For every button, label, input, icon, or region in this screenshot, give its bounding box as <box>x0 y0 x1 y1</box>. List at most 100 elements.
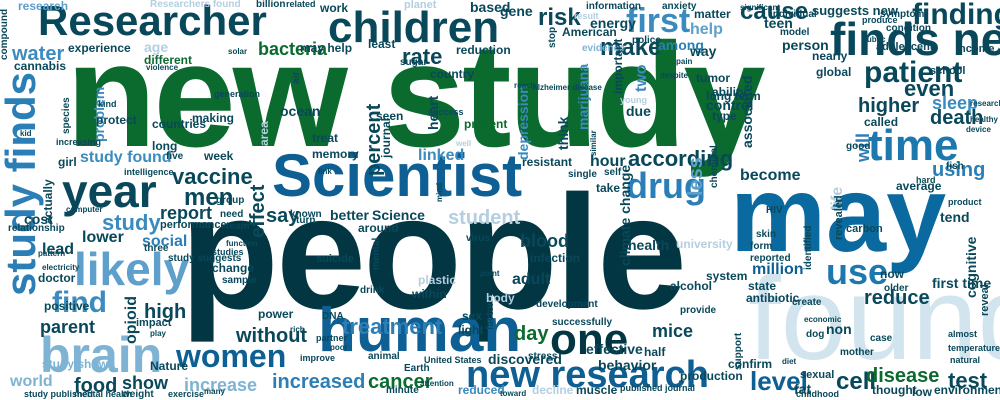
word: similar <box>589 130 598 156</box>
word: report <box>160 203 213 223</box>
word: mind <box>435 182 444 202</box>
word: decline <box>532 383 574 397</box>
word: fat <box>794 381 812 397</box>
word: system <box>706 269 748 283</box>
word: known <box>290 209 322 220</box>
word: experience <box>68 41 131 55</box>
word: income <box>956 43 995 55</box>
word: nearly <box>812 49 848 63</box>
word: actually <box>41 179 55 224</box>
word: found <box>748 253 1000 385</box>
word: group <box>216 195 245 206</box>
word: reduced <box>458 383 505 397</box>
word: discovered <box>488 351 562 367</box>
word: Science <box>372 207 425 223</box>
word: food <box>74 375 118 397</box>
word: week <box>204 149 234 163</box>
word: reported <box>750 253 791 264</box>
word: cancer <box>368 371 433 393</box>
word: among <box>658 37 704 53</box>
word: depression <box>515 85 531 160</box>
word: generation <box>214 89 261 99</box>
word: find <box>52 286 107 319</box>
word: increased <box>272 371 366 393</box>
word: reveal <box>979 284 991 316</box>
word: study <box>102 210 161 235</box>
word: people <box>180 162 687 343</box>
word: related <box>286 0 316 9</box>
word: five <box>166 151 184 162</box>
word: young <box>620 95 647 105</box>
word: Scientist <box>272 142 523 209</box>
word: evidence <box>582 43 625 54</box>
word: create <box>792 297 822 308</box>
word: identified <box>803 225 814 270</box>
word: treatment <box>342 314 443 339</box>
word: become <box>740 167 801 184</box>
word: energy <box>590 15 636 31</box>
word: hour <box>590 153 626 170</box>
word: study found <box>80 149 172 166</box>
word: significant <box>740 3 781 12</box>
word: information <box>586 1 641 12</box>
word: air <box>291 71 302 84</box>
word: area <box>257 121 271 146</box>
word: result <box>574 11 599 21</box>
word: natural <box>950 355 981 365</box>
word: link <box>318 167 332 176</box>
word: product <box>948 197 982 207</box>
word: average <box>896 179 942 193</box>
word: Researcher <box>38 0 267 44</box>
word: first <box>626 2 691 40</box>
word: form <box>750 241 773 252</box>
word: memory <box>312 147 359 161</box>
word: mental health <box>74 389 133 399</box>
word: self <box>604 167 622 178</box>
word: single <box>568 169 597 180</box>
word: different <box>144 53 192 67</box>
word: cell <box>836 368 877 395</box>
word: resistant <box>522 155 573 169</box>
word: childhood <box>796 389 839 399</box>
word: less <box>685 157 707 196</box>
word: journal <box>379 117 393 158</box>
word: violence <box>146 63 179 72</box>
word: development <box>536 299 598 310</box>
word: cognitive <box>963 236 979 298</box>
word: research <box>18 0 69 13</box>
word: need <box>220 209 244 220</box>
word: device <box>966 125 991 134</box>
word: bacteria <box>258 39 328 59</box>
word: better <box>330 207 369 223</box>
word: function <box>226 239 258 248</box>
word: person <box>782 37 829 53</box>
word: teen <box>764 15 793 31</box>
word: studies <box>212 247 244 257</box>
word: case <box>870 333 893 344</box>
word: public <box>862 35 886 44</box>
word: team <box>226 221 250 232</box>
word: parent <box>40 317 96 337</box>
word: well <box>456 139 472 148</box>
word: antibiotic <box>746 291 800 305</box>
word: according <box>628 146 734 171</box>
word: impact <box>136 317 172 329</box>
word: relationship <box>8 223 65 234</box>
word: species <box>61 97 72 134</box>
word: take <box>596 181 621 195</box>
word: body <box>486 291 515 305</box>
word: long term <box>706 89 761 103</box>
word: point <box>480 269 500 278</box>
word: protect <box>96 113 137 127</box>
word: least <box>368 37 396 51</box>
word: lower <box>82 229 124 246</box>
word: production <box>680 369 743 383</box>
word: improve <box>300 353 336 363</box>
word: seen <box>376 109 404 123</box>
word: women <box>176 338 287 374</box>
word: climate change <box>617 164 633 266</box>
word: adult <box>512 271 551 288</box>
word: drink <box>360 285 385 296</box>
word: treat <box>312 131 339 145</box>
word: matter <box>694 7 731 21</box>
